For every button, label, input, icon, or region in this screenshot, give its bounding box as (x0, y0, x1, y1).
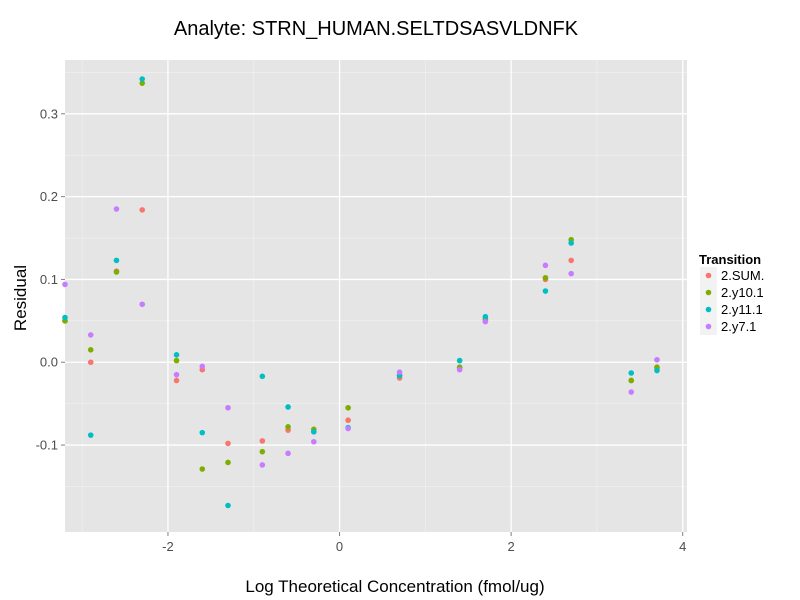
y-tick-label: 0.1 (40, 272, 58, 287)
major-gridlines (65, 60, 687, 532)
data-point: 2.y7.1: (0.7, -0.012) (396, 369, 403, 375)
data-point: 2.y11.1: (-1.9, 0.009) (173, 351, 180, 358)
data-point: 2.SUM.: (-2.3, 0.184) (139, 207, 146, 213)
data-point: 2.y11.1: (-0.6, -0.054) (285, 404, 291, 410)
data-point: 2.y11.1: (1.7, 0.055) (482, 313, 489, 320)
plot-panel (65, 60, 687, 532)
data-point: 2.y10.1: (-0.6, -0.078) (285, 424, 291, 430)
legend: Transition 2.SUM. 2.y10.1 2.y11.1 2.y7.1 (699, 252, 764, 335)
x-tick-label: 0 (336, 539, 343, 554)
data-point: 2.y10.1: (-1.6, -0.129) (199, 466, 206, 472)
legend-label: 2.y11.1 (721, 302, 763, 317)
y-axis-title: Residual (11, 265, 30, 331)
data-point: 2.y7.1: (3.7, 0.003) (654, 356, 660, 363)
data-point: 2.y7.1: (1.4, -0.009) (456, 366, 463, 373)
x-axis-title: Log Theoretical Concentration (fmol/ug) (245, 577, 544, 596)
data-point: 2.SUM.: (-2.9, 0) (87, 359, 94, 366)
data-point: 2.SUM.: (2.7, 0.123) (568, 257, 574, 264)
data-point: 2.y11.1: (-2.9, -0.088) (87, 432, 94, 438)
legend-label: 2.y7.1 (721, 319, 756, 334)
data-point: 2.y7.1: (2.7, 0.107) (568, 270, 574, 277)
data-point: 2.y11.1: (2.4, 0.086) (542, 288, 549, 294)
data-point: 2.y7.1: (-2.6, 0.185) (113, 206, 120, 212)
data-point: 2.y7.1: (-0.9, -0.124) (259, 462, 266, 468)
y-tick-label: 0.3 (40, 106, 58, 121)
data-point: 2.y11.1: (3.7, -0.01) (654, 367, 660, 374)
data-point: 2.y10.1: (-2.6, 0.109) (113, 269, 120, 275)
data-point: 2.y11.1: (-2.3, 0.342) (139, 76, 146, 82)
legend-swatch (705, 323, 712, 330)
data-point: 2.y10.1: (3.4, -0.022) (628, 377, 635, 384)
legend-label: 2.SUM. (721, 268, 764, 283)
x-axis: -2 0 2 4 (162, 532, 686, 554)
minor-gridlines (65, 60, 687, 532)
y-tick-label: 0.0 (40, 355, 58, 370)
y-tick-label: -0.1 (36, 438, 58, 453)
legend-swatch (705, 289, 712, 296)
data-point: 2.y11.1: (3.4, -0.013) (628, 370, 635, 376)
data-point: 2.y10.1: (-1.9, 0.002) (173, 357, 180, 364)
data-point: 2.y7.1: (-2.9, 0.033) (87, 332, 94, 338)
data-point: 2.y7.1: (0.1, -0.08) (345, 425, 351, 432)
data-point: 2.y7.1: (-3.2, 0.094) (62, 281, 68, 288)
data-point: 2.y7.1: (1.7, 0.049) (482, 318, 489, 325)
data-point: 2.y11.1: (-3.2, 0.054) (62, 314, 68, 321)
legend-title: Transition (699, 252, 761, 267)
data-point: 2.y7.1: (3.4, -0.036) (628, 389, 635, 395)
data-point: 2.y7.1: (-0.6, -0.11) (285, 450, 291, 457)
data-point: 2.y10.1: (0.1, -0.055) (345, 404, 351, 411)
legend-label: 2.y10.1 (721, 285, 764, 300)
data-point: 2.y11.1: (-2.6, 0.123) (113, 257, 120, 264)
legend-swatch (705, 272, 712, 279)
data-point: 2.y7.1: (-2.3, 0.07) (139, 301, 146, 308)
x-tick-label: -2 (162, 539, 174, 554)
data-point: 2.y10.1: (-1.3, -0.121) (225, 459, 231, 466)
data-point: 2.SUM.: (-1.9, -0.022) (173, 377, 180, 384)
data-point: 2.y11.1: (2.7, 0.144) (568, 240, 574, 246)
data-point: 2.y7.1: (-1.9, -0.015) (173, 371, 180, 378)
data-point: 2.y11.1: (-1.3, -0.173) (225, 502, 231, 509)
y-axis: -0.1 0.0 0.1 0.2 0.3 (36, 106, 65, 453)
legend-swatch (705, 306, 712, 313)
x-tick-label: 4 (679, 539, 686, 554)
data-point: 2.y10.1: (-2.3, 0.337) (139, 80, 146, 86)
data-point: 2.SUM.: (-0.9, -0.095) (259, 438, 266, 444)
data-point: 2.SUM.: (-1.3, -0.098) (225, 440, 231, 447)
data-points: 2.SUM.: (-3.2, 0.05)2.SUM.: (-2.9, 0)2.S… (62, 76, 660, 509)
data-point: 2.y7.1: (-1.6, -0.005) (199, 363, 206, 370)
x-tick-label: 2 (508, 539, 515, 554)
data-point: 2.y7.1: (-1.3, -0.055) (225, 404, 231, 411)
data-point: 2.y10.1: (-0.9, -0.108) (259, 448, 266, 455)
data-point: 2.y10.1: (-2.9, 0.015) (87, 347, 94, 353)
data-point: 2.y11.1: (-0.3, -0.084) (311, 429, 317, 435)
data-point: 2.SUM.: (0.1, -0.07) (345, 417, 351, 424)
y-tick-label: 0.2 (40, 189, 58, 204)
data-point: 2.y7.1: (2.4, 0.117) (542, 262, 549, 269)
data-point: 2.y11.1: (-0.9, -0.017) (259, 373, 266, 380)
data-point: 2.y11.1: (-1.6, -0.085) (199, 429, 206, 436)
chart-title: Analyte: STRN_HUMAN.SELTDSASVLDNFK (174, 18, 579, 40)
data-point: 2.y11.1: (1.4, 0.002) (456, 357, 463, 364)
data-point: 2.y7.1: (-0.3, -0.096) (311, 438, 317, 445)
data-point: 2.y10.1: (2.4, 0.102) (542, 274, 549, 281)
